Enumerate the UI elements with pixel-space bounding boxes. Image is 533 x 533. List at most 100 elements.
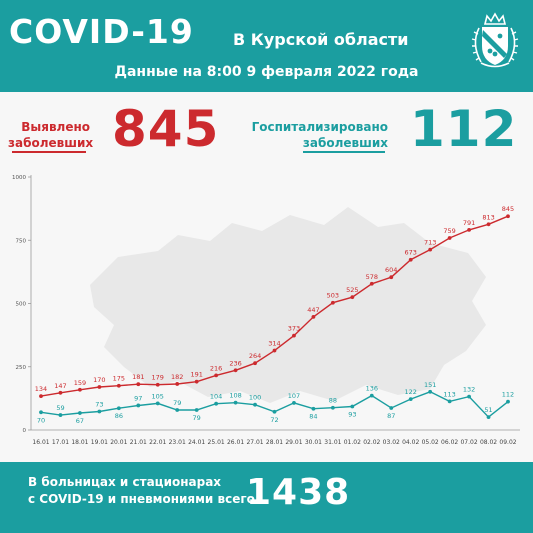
data-point: [253, 402, 257, 407]
x-tick-label: 03.02: [383, 439, 400, 446]
data-point: [428, 389, 433, 394]
x-tick-label: 05.02: [422, 439, 439, 446]
data-point: [447, 399, 452, 404]
data-point: [253, 361, 257, 366]
data-label: 73: [95, 401, 103, 409]
data-label: 181: [132, 373, 144, 381]
hospitalized-label-line2: заболевших: [302, 136, 388, 150]
chart-series: [39, 214, 510, 419]
data-label: 105: [152, 392, 164, 400]
data-point: [311, 406, 316, 411]
data-point: [39, 410, 43, 415]
data-label: 525: [346, 286, 358, 294]
data-label: 147: [54, 382, 66, 390]
data-label: 264: [249, 352, 261, 360]
data-point: [330, 300, 335, 305]
data-point: [467, 394, 471, 399]
data-label: 134: [35, 385, 47, 393]
x-tick-label: 08.02: [480, 439, 497, 446]
data-label: 107: [288, 392, 300, 400]
data-point: [194, 379, 199, 384]
data-point: [389, 406, 394, 410]
detected-value: 845: [112, 100, 220, 158]
date-subtitle: Данные на 8:00 9 февраля 2022 года: [114, 64, 419, 80]
footer-total-value: 1438: [246, 472, 351, 513]
data-label: 503: [327, 292, 339, 300]
footer-label-line2: с COVID-19 и пневмониями всего: [28, 492, 255, 506]
data-label: 108: [229, 392, 241, 400]
data-label: 112: [502, 391, 514, 399]
footer-label-line1: В больницах и стационарах: [28, 475, 222, 489]
data-label: 132: [463, 386, 475, 394]
x-tick-label: 01.02: [344, 439, 361, 446]
region-title: В Курской области: [233, 30, 409, 49]
data-point: [506, 214, 510, 219]
data-point: [311, 315, 316, 319]
data-label: 104: [210, 393, 222, 401]
data-label: 236: [229, 359, 241, 367]
data-point: [233, 368, 238, 373]
footer-label: В больницах и стационарах с COVID-19 и п…: [28, 474, 255, 508]
x-tick-label: 30.01: [305, 439, 322, 446]
data-label: 175: [113, 375, 125, 383]
data-point: [116, 406, 121, 411]
data-point: [408, 257, 413, 262]
data-label: 759: [443, 227, 455, 235]
data-point: [175, 408, 180, 412]
data-label: 845: [502, 205, 514, 213]
data-label: 447: [307, 306, 319, 314]
x-tick-label: 02.02: [363, 439, 380, 446]
chart-labels: 134 147 159 170 175 181 179 182 191 216 236 264 314 3…: [35, 205, 514, 425]
data-point: [330, 405, 335, 410]
data-label: 79: [193, 414, 201, 422]
data-point: [272, 409, 277, 414]
x-tick-label: 25.01: [208, 439, 225, 446]
data-point: [175, 382, 180, 386]
data-label: 93: [348, 410, 356, 418]
data-label: 179: [152, 374, 164, 382]
y-tick-label: 250: [16, 365, 27, 371]
data-point: [136, 382, 141, 387]
data-point: [233, 400, 238, 405]
data-point: [389, 275, 394, 280]
data-point: [155, 401, 160, 406]
x-tick-label: 21.01: [130, 439, 147, 446]
x-tick-label: 29.01: [285, 439, 302, 446]
data-label: 51: [484, 406, 492, 414]
data-point: [292, 401, 296, 405]
data-label: 216: [210, 364, 222, 372]
data-point: [369, 393, 374, 398]
hospitalized-label-line1: Госпитализировано: [251, 120, 388, 134]
data-point: [194, 408, 199, 412]
data-label: 813: [482, 213, 494, 221]
data-point: [136, 403, 141, 408]
x-tick-label: 07.02: [460, 439, 477, 446]
data-label: 72: [270, 416, 278, 424]
x-tick-label: 26.01: [227, 439, 244, 446]
data-label: 59: [56, 404, 64, 412]
data-label: 604: [385, 266, 397, 274]
data-point: [58, 390, 63, 395]
data-label: 97: [134, 394, 142, 402]
data-point: [428, 247, 433, 252]
page-title: COVID-19: [9, 12, 194, 51]
data-point: [58, 413, 63, 417]
data-point: [350, 404, 355, 409]
y-tick-label: 500: [16, 302, 27, 308]
data-label: 314: [268, 340, 280, 348]
data-label: 113: [443, 390, 455, 398]
region-map-silhouette: [90, 207, 486, 403]
data-point: [97, 409, 102, 414]
data-label: 791: [463, 219, 475, 227]
data-label: 84: [309, 413, 317, 421]
y-tick-label: 1000: [12, 175, 26, 181]
data-point: [272, 348, 277, 353]
x-tick-label: 06.02: [441, 439, 458, 446]
data-point: [97, 385, 102, 389]
data-label: 151: [424, 381, 436, 389]
data-label: 88: [329, 397, 337, 405]
x-tick-label: 28.01: [266, 439, 283, 446]
